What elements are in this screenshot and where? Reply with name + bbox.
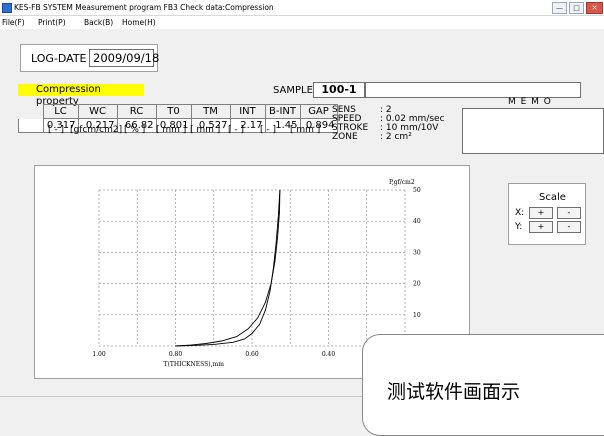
property-label: Compression property <box>18 84 144 107</box>
unit-wc: [gfcm/cm2] <box>70 125 123 135</box>
value-int: 2.17 <box>229 118 266 133</box>
scale-panel: Scale X: + - Y: + - <box>508 183 586 245</box>
measurement-params: SENS: 2 SPEED: 0.02 mm/sec STROKE: 10 mm… <box>332 106 445 142</box>
x-axis-label: T(THICKNESS),mm <box>164 361 225 368</box>
param-stroke: STROKE: 10 mm/10V <box>332 123 439 133</box>
scale-x-plus-button[interactable]: + <box>529 207 553 219</box>
menu-back[interactable]: Back(B) <box>84 18 114 27</box>
header-rc: RC <box>116 104 157 119</box>
scale-y-label: Y: <box>515 222 523 232</box>
series-line-2 <box>175 189 281 347</box>
table-header-row: LC WC RC T0 TM INT B-INT GAP <box>19 104 338 119</box>
param-sens: SENS: 2 <box>332 105 392 115</box>
sample-label: SAMPLE <box>273 85 313 96</box>
sample-name-field[interactable] <box>365 82 581 98</box>
window-title: KES-FB SYSTEM Measurement program FB3 Ch… <box>14 3 274 12</box>
memo-field[interactable] <box>462 108 604 154</box>
value-lc: 0.317 <box>42 118 79 133</box>
y-axis-label: P,gf/cm2 <box>389 179 415 186</box>
scale-y-plus-button[interactable]: + <box>529 221 553 233</box>
compression-chart: P,gf/cm2T(THICKNESS),mm1.000.800.600.400… <box>92 179 421 368</box>
param-zone: ZONE: 2 cm² <box>332 132 412 142</box>
table-row: 0.317 0.217 66.82 0.801 0.527 2.17 1.45 … <box>18 118 338 133</box>
x-tick-label: 0.80 <box>169 351 183 358</box>
header-lc: LC <box>42 104 79 119</box>
value-rc: 66.82 <box>116 118 157 133</box>
value-wc: 0.217 <box>77 118 118 133</box>
y-tick-label: 50 <box>413 187 421 194</box>
series-line-1 <box>175 189 281 347</box>
value-gap: 0.894 <box>299 118 338 133</box>
header-tm: TM <box>190 104 231 119</box>
header-bint: B-INT <box>264 104 301 119</box>
caption-text: 测试软件画面示 <box>387 381 521 403</box>
x-tick-label: 1.00 <box>92 351 106 358</box>
unit-tm: [ mm ] <box>190 125 221 135</box>
header-wc: WC <box>77 104 118 119</box>
menu-home[interactable]: Home(H) <box>122 18 156 27</box>
unit-t0: [ mm ] <box>156 125 187 135</box>
unit-int: [ - ] <box>228 125 244 135</box>
unit-gap: [ mm ] <box>290 125 321 135</box>
scale-title: Scale <box>539 192 566 203</box>
y-tick-label: 30 <box>413 249 421 256</box>
unit-rc: [ % ] <box>124 125 146 135</box>
unit-bint: [ - ] <box>260 125 276 135</box>
maximize-button[interactable]: □ <box>569 2 584 14</box>
scale-y-minus-button[interactable]: - <box>557 221 581 233</box>
caption-callout: 测试软件画面示 <box>362 334 604 436</box>
app-icon <box>2 3 12 13</box>
y-tick-label: 40 <box>413 218 421 225</box>
param-speed: SPEED: 0.02 mm/sec <box>332 114 445 124</box>
header-t0: T0 <box>155 104 192 119</box>
log-date-label: LOG-DATE <box>31 52 87 65</box>
log-date-panel: LOG-DATE 2009/09/18 <box>20 44 159 72</box>
unit-lc: [ - ] <box>48 125 64 135</box>
header-int: INT <box>229 104 266 119</box>
menu-file[interactable]: File(F) <box>2 18 25 27</box>
menu-bar: File(F) Print(P) Back(B) Home(H) <box>0 16 604 29</box>
title-bar: KES-FB SYSTEM Measurement program FB3 Ch… <box>0 0 604 16</box>
x-tick-label: 0.60 <box>245 351 259 358</box>
y-tick-label: 10 <box>413 312 421 319</box>
close-button[interactable]: ✕ <box>586 2 603 14</box>
value-tm: 0.527 <box>190 118 231 133</box>
log-date-value: 2009/09/18 <box>89 49 159 67</box>
sample-id[interactable]: 100-1 <box>313 82 365 98</box>
x-tick-label: 0.40 <box>322 351 336 358</box>
menu-print[interactable]: Print(P) <box>38 18 66 27</box>
scale-x-label: X: <box>515 208 525 218</box>
property-table: LC WC RC T0 TM INT B-INT GAP 0.317 0.217… <box>18 104 338 133</box>
memo-label: M E M O <box>508 97 552 107</box>
y-tick-label: 20 <box>413 281 421 288</box>
minimize-button[interactable]: — <box>552 2 567 14</box>
value-t0: 0.801 <box>155 118 192 133</box>
scale-x-minus-button[interactable]: - <box>557 207 581 219</box>
